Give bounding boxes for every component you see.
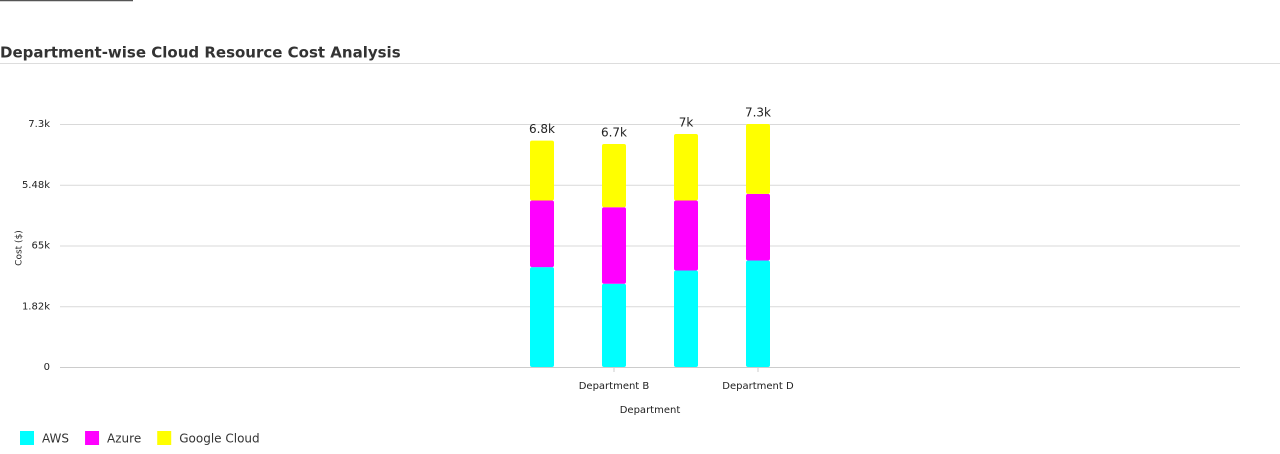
bar-segment: [602, 283, 626, 367]
chart-title: Department-wise Cloud Resource Cost Anal…: [0, 44, 401, 62]
bar-segment: [530, 140, 554, 201]
total-label: 7.3k: [745, 106, 771, 120]
legend-swatch: [157, 431, 172, 445]
bar-segment: [530, 200, 554, 268]
y-tick-label: 7.3k: [28, 119, 50, 130]
y-tick-label: 65k: [31, 241, 50, 252]
legend-label: Azure: [107, 432, 141, 446]
x-tick-label: Department B: [579, 381, 650, 392]
legend-label: AWS: [42, 432, 69, 446]
y-tick-label: 1.82k: [22, 301, 50, 312]
x-axis-label: Department: [620, 405, 681, 416]
total-label: 7k: [679, 115, 694, 129]
bar-segment: [746, 260, 770, 367]
bar-segment: [674, 270, 698, 367]
legend-swatch: [85, 431, 100, 445]
legend-swatch: [20, 431, 34, 445]
total-label: 6.7k: [601, 125, 627, 139]
total-label: 6.8k: [529, 122, 555, 136]
y-tick-label: 5.48k: [22, 180, 50, 191]
bar-segment: [602, 207, 626, 284]
y-axis-label: Cost ($): [15, 230, 25, 266]
y-tick-label: 0: [44, 362, 50, 373]
x-tick-label: Department D: [722, 381, 794, 392]
bar-segment: [674, 133, 698, 201]
bar-segment: [674, 200, 698, 271]
bar-segment: [746, 124, 770, 194]
legend-label: Google Cloud: [179, 432, 259, 446]
bar-segment: [746, 193, 770, 261]
bar-segment: [530, 267, 554, 367]
bar-segment: [602, 143, 626, 208]
